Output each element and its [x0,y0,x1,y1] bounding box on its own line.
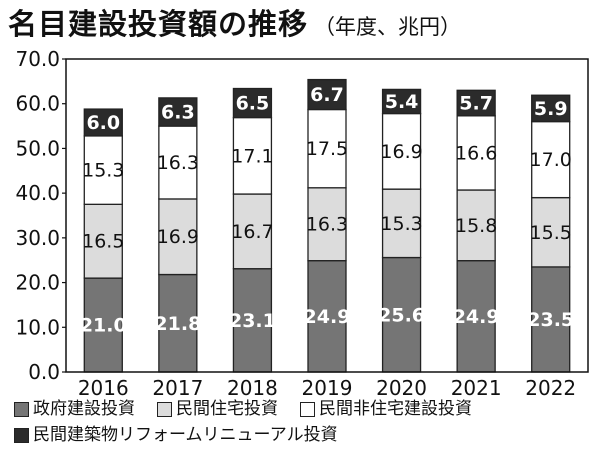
bar-segment-nonresidential [381,112,422,190]
bar-segment-government [531,266,571,373]
data-label-government: 23.1 [229,310,276,332]
bar-segment-government [232,268,273,373]
data-label-renovation: 5.7 [459,93,493,115]
data-label-renovation: 6.3 [161,101,195,123]
legend-swatch-government [14,401,29,417]
data-label-nonresidential: 16.9 [380,141,422,163]
x-tick-label: 2020 [376,376,427,400]
bar-segment-residential [232,193,273,270]
data-label-government: 24.9 [304,306,351,328]
x-tick-label: 2018 [227,376,278,400]
data-label-residential: 16.5 [82,231,124,253]
data-label-government: 23.5 [527,309,574,331]
data-label-government: 25.6 [378,304,425,326]
bar-segment-nonresidential [456,115,496,191]
data-label-government: 21.8 [154,313,201,335]
y-tick-label: 0.0 [28,360,60,384]
bar-segment-residential [83,203,123,279]
data-label-residential: 15.8 [455,215,497,237]
bar-segment-residential [531,196,571,268]
bar-segment-renovation [456,89,496,117]
legend-item-residential: 民間住宅投資 [157,397,278,421]
data-label-renovation: 5.9 [534,98,568,120]
data-label-government: 21.0 [80,315,127,337]
y-tick-label: 10.0 [15,315,60,339]
data-label-residential: 16.3 [306,214,348,236]
bar-segment-renovation [158,97,198,127]
y-tick-label: 40.0 [15,181,60,205]
data-label-government: 24.9 [453,306,500,328]
data-label-nonresidential: 17.5 [306,138,348,160]
bar-segment-renovation [307,78,347,111]
data-label-nonresidential: 15.3 [82,160,124,182]
plot-frame [65,58,589,373]
bar-segment-nonresidential [83,135,123,205]
data-label-nonresidential: 16.3 [157,152,199,174]
x-tick-label: 2017 [152,376,203,400]
data-label-renovation: 5.4 [385,91,419,113]
bar-segment-renovation [83,108,123,137]
chart-unit: （年度、兆円） [314,15,462,39]
legend-label-nonresidential: 民間非住宅建設投資 [319,399,472,419]
data-label-residential: 15.3 [380,213,422,235]
legend-label-government: 政府建設投資 [33,399,135,419]
data-label-renovation: 6.5 [236,93,270,115]
y-tick-label: 20.0 [15,271,60,295]
legend-swatch-residential [157,401,172,417]
chart-title-block: 名目建設投資額の推移 （年度、兆円） [8,4,461,44]
data-label-residential: 15.5 [530,222,572,244]
chart-title: 名目建設投資額の推移 [8,7,309,41]
data-label-nonresidential: 17.1 [231,145,273,167]
legend: 政府建設投資 民間住宅投資 民間非住宅建設投資 民間建築物リフォームリニューアル… [14,396,594,448]
legend-label-residential: 民間住宅投資 [176,399,278,419]
bar-segment-residential [158,198,198,276]
legend-item-government: 政府建設投資 [14,397,135,421]
bar-segment-renovation [381,88,422,115]
x-tick-label: 2019 [302,376,353,400]
data-label-renovation: 6.0 [86,112,120,134]
data-label-residential: 16.9 [157,226,199,248]
y-tick-label: 60.0 [15,92,60,116]
legend-item-renovation: 民間建築物リフォームリニューアル投資 [14,423,338,447]
legend-swatch-renovation [14,427,29,443]
y-tick-label: 50.0 [15,136,60,160]
legend-swatch-nonresidential [300,401,315,417]
legend-row-1: 政府建設投資 民間住宅投資 民間非住宅建設投資 [14,396,594,422]
x-tick-label: 2021 [451,376,502,400]
x-tick-label: 2016 [78,376,129,400]
bar-segment-government [158,273,198,373]
bar-segment-renovation [531,94,571,123]
y-tick-label: 70.0 [15,47,60,71]
bar-segment-residential [456,189,496,262]
legend-item-nonresidential: 民間非住宅建設投資 [300,397,472,421]
bar-segment-residential [381,188,422,259]
data-label-renovation: 6.7 [310,84,344,106]
x-tick-label: 2022 [525,376,576,400]
data-label-nonresidential: 16.6 [455,142,497,164]
legend-row-2: 民間建築物リフォームリニューアル投資 [14,422,594,448]
bar-segment-government [381,256,422,373]
y-tick-label: 30.0 [15,226,60,250]
data-label-nonresidential: 17.0 [530,149,572,171]
stacked-bar-chart: 0.0 10.0 20.0 30.0 40.0 50.0 60.0 70.0 21.0 16.5 1… [15,47,589,400]
legend-label-renovation: 民間建築物リフォームリニューアル投資 [33,425,338,445]
bar-segment-renovation [232,87,273,119]
bar-segment-residential [307,187,347,262]
data-label-residential: 16.7 [231,221,273,243]
bar-segment-nonresidential [232,116,273,195]
